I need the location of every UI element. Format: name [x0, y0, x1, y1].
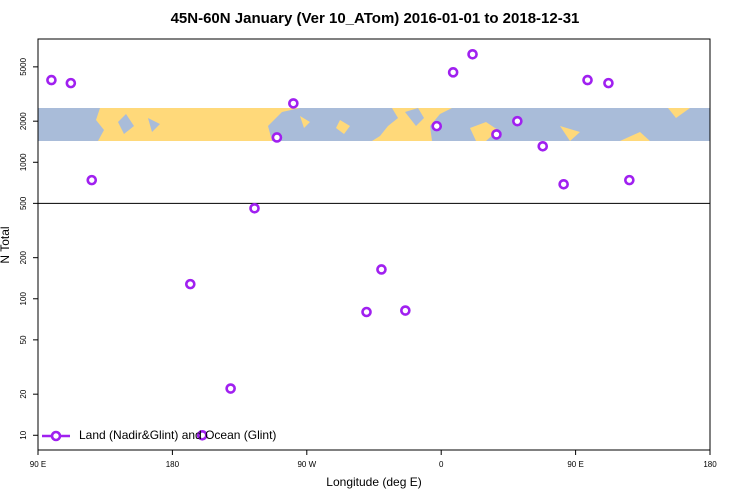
chart-title: 45N-60N January (Ver 10_ATom) 2016-01-01…: [171, 10, 580, 27]
x-tick-label: 90 W: [297, 460, 316, 469]
y-tick-label: 20: [19, 389, 28, 398]
y-tick-label: 1000: [19, 153, 28, 171]
y-tick-label: 50: [19, 335, 28, 344]
y-tick-label: 10: [19, 430, 28, 439]
y-tick-label: 2000: [19, 112, 28, 130]
legend-label: Land (Nadir&Glint) and Ocean (Glint): [79, 428, 276, 442]
y-tick-label: 200: [19, 250, 28, 264]
point: [288, 98, 299, 109]
point: [582, 74, 593, 86]
point: [431, 120, 443, 132]
x-tick-label: 90 E: [567, 460, 583, 469]
point: [225, 383, 236, 394]
map-water: [300, 116, 350, 134]
x-tick-label: 180: [703, 460, 717, 469]
x-tick-label: 0: [439, 460, 444, 469]
map-land: [268, 108, 398, 141]
x-tick-label: 90 E: [30, 460, 46, 469]
point: [196, 429, 208, 441]
point: [491, 129, 502, 140]
point: [65, 77, 77, 89]
point: [624, 174, 635, 186]
y-axis-label: N Total: [0, 226, 12, 263]
point: [467, 49, 478, 60]
map-land: [118, 114, 160, 134]
map-land: [38, 108, 104, 141]
y-tick-label: 5000: [19, 57, 28, 75]
map-water: [470, 122, 580, 141]
point: [185, 278, 196, 290]
point: [603, 77, 614, 89]
map-strip: [38, 108, 710, 141]
x-axis-label: Longitude (deg E): [326, 475, 421, 489]
x-tick-label: 180: [166, 460, 180, 469]
point: [271, 132, 283, 143]
point: [537, 140, 549, 152]
point: [86, 174, 98, 186]
point: [558, 178, 569, 190]
point: [376, 264, 387, 275]
point: [512, 115, 523, 127]
point: [447, 67, 459, 78]
legend-swatch: [50, 430, 62, 442]
y-tick-label: 500: [19, 196, 28, 210]
point: [249, 203, 260, 214]
point: [46, 74, 57, 86]
point: [400, 305, 411, 316]
point: [361, 306, 372, 318]
plot-frame: [37, 38, 711, 451]
map-land: [405, 108, 424, 126]
y-tick-label: 100: [19, 292, 28, 306]
